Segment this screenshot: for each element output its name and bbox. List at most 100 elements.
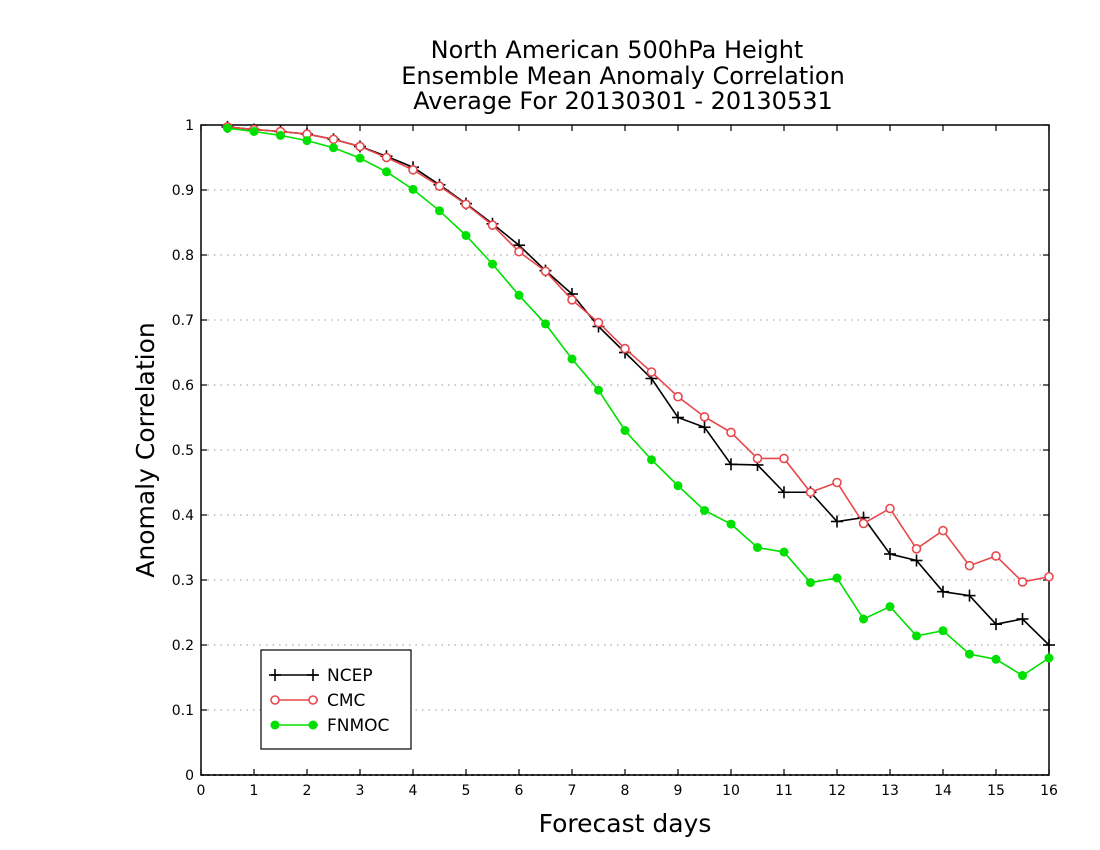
y-tick-label: 1	[185, 118, 194, 134]
ncep-point	[831, 515, 843, 528]
ncep-point	[937, 585, 949, 598]
x-tick-label: 0	[197, 783, 206, 799]
fnmoc-point	[912, 631, 921, 641]
cmc-point	[328, 134, 339, 145]
x-tick-label: 14	[934, 783, 952, 799]
cmc-point	[938, 525, 948, 536]
y-tick-label: 0.1	[172, 703, 194, 719]
cmc-point	[726, 427, 736, 438]
fnmoc-point	[753, 543, 762, 552]
cmc-point	[487, 220, 498, 230]
fnmoc-point	[594, 385, 603, 395]
legend-label-ncep: NCEP	[327, 666, 373, 686]
cmc-point	[620, 343, 630, 354]
fnmoc-point	[938, 626, 948, 636]
y-tick-label: 0.4	[172, 508, 194, 524]
cmc-point	[673, 391, 683, 402]
x-tick-label: 13	[881, 783, 899, 799]
cmc-point	[699, 412, 710, 422]
x-tick-label: 1	[250, 783, 259, 799]
fnmoc-point	[276, 130, 285, 140]
fnmoc-point	[1044, 653, 1054, 663]
legend-marker-fnmoc	[270, 720, 280, 730]
legend: NCEP CMC FNMOC	[260, 649, 412, 750]
ncep-point	[725, 458, 737, 471]
ncep-point	[910, 554, 923, 567]
fnmoc-point	[647, 455, 656, 465]
ncep-point	[672, 411, 684, 424]
legend-marker-ncep	[307, 669, 319, 681]
cmc-point	[567, 295, 577, 305]
cmc-point	[752, 453, 763, 464]
cmc-point	[1044, 571, 1054, 582]
cmc-point	[408, 165, 418, 175]
cmc-point	[1017, 577, 1028, 587]
y-tick-label: 0.3	[172, 573, 194, 589]
fnmoc-point	[885, 602, 895, 612]
x-tick-label: 12	[828, 783, 846, 799]
fnmoc-point	[832, 573, 842, 583]
series-fnmoc	[223, 123, 1054, 681]
y-tick-label: 0	[185, 768, 194, 784]
cmc-point	[381, 152, 392, 163]
fnmoc-point	[488, 259, 497, 269]
fnmoc-point	[991, 654, 1001, 664]
ncep-point	[963, 589, 976, 602]
cmc-point	[858, 518, 869, 529]
fnmoc-point	[859, 614, 868, 624]
fnmoc-point	[223, 123, 232, 133]
series-cmc	[222, 122, 1054, 587]
legend-label-cmc: CMC	[327, 691, 365, 711]
fnmoc-point	[355, 153, 365, 163]
fnmoc-point	[726, 519, 736, 529]
legend-item-cmc: CMC	[270, 691, 365, 711]
x-tick-label: 3	[356, 783, 365, 799]
series-ncep	[221, 120, 1055, 651]
y-tick-label: 0.5	[172, 443, 194, 459]
legend-label-fnmoc: FNMOC	[327, 716, 389, 736]
ncep-point	[778, 486, 790, 499]
x-axis-label: Forecast days	[539, 809, 712, 838]
grid-lines	[201, 189, 1049, 776]
fnmoc-point	[806, 578, 815, 588]
series-line-ncep	[227, 126, 1050, 646]
fnmoc-point	[700, 505, 709, 515]
cmc-point	[461, 199, 471, 210]
chart-title: North American 500hPa Height Ensemble Me…	[401, 36, 845, 115]
legend-item-fnmoc: FNMOC	[270, 716, 389, 736]
y-tick-label: 0.6	[172, 378, 194, 394]
x-tick-label: 6	[515, 783, 524, 799]
ncep-point	[884, 548, 896, 560]
cmc-point	[805, 487, 816, 498]
legend-marker-ncep	[269, 669, 281, 681]
x-tick-label: 10	[722, 783, 740, 799]
x-tick-label: 15	[987, 783, 1005, 799]
x-tick-label: 16	[1040, 783, 1058, 799]
title-line-3: Average For 20130301 - 20130531	[413, 87, 833, 115]
fnmoc-point	[302, 136, 312, 146]
fnmoc-point	[329, 143, 338, 153]
title-line-1: North American 500hPa Height	[431, 36, 804, 64]
ncep-point	[1043, 639, 1055, 651]
cmc-point	[434, 181, 445, 191]
series-layer	[221, 120, 1055, 681]
x-tick-label: 9	[674, 783, 683, 799]
axis-ticks: 00.10.20.30.40.50.60.70.80.910 1 2 3 4 5 6 7 8 9 1…	[172, 118, 1058, 799]
ncep-point	[1016, 613, 1029, 625]
cmc-point	[540, 266, 551, 277]
fnmoc-point	[1018, 671, 1027, 681]
fnmoc-point	[620, 426, 630, 435]
legend-marker-cmc	[308, 695, 318, 705]
fnmoc-point	[567, 354, 577, 364]
x-tick-label: 5	[462, 783, 471, 799]
x-tick-label: 4	[409, 783, 418, 799]
y-tick-label: 0.9	[172, 183, 194, 199]
series-line-cmc	[227, 126, 1050, 583]
fnmoc-point	[514, 290, 524, 300]
fnmoc-point	[541, 319, 550, 329]
x-tick-label: 2	[303, 783, 312, 799]
y-tick-label: 0.2	[172, 638, 194, 654]
y-axis-label: Anomaly Correlation	[131, 322, 160, 577]
cmc-point	[646, 367, 657, 377]
y-tick-label: 0.8	[172, 248, 194, 264]
